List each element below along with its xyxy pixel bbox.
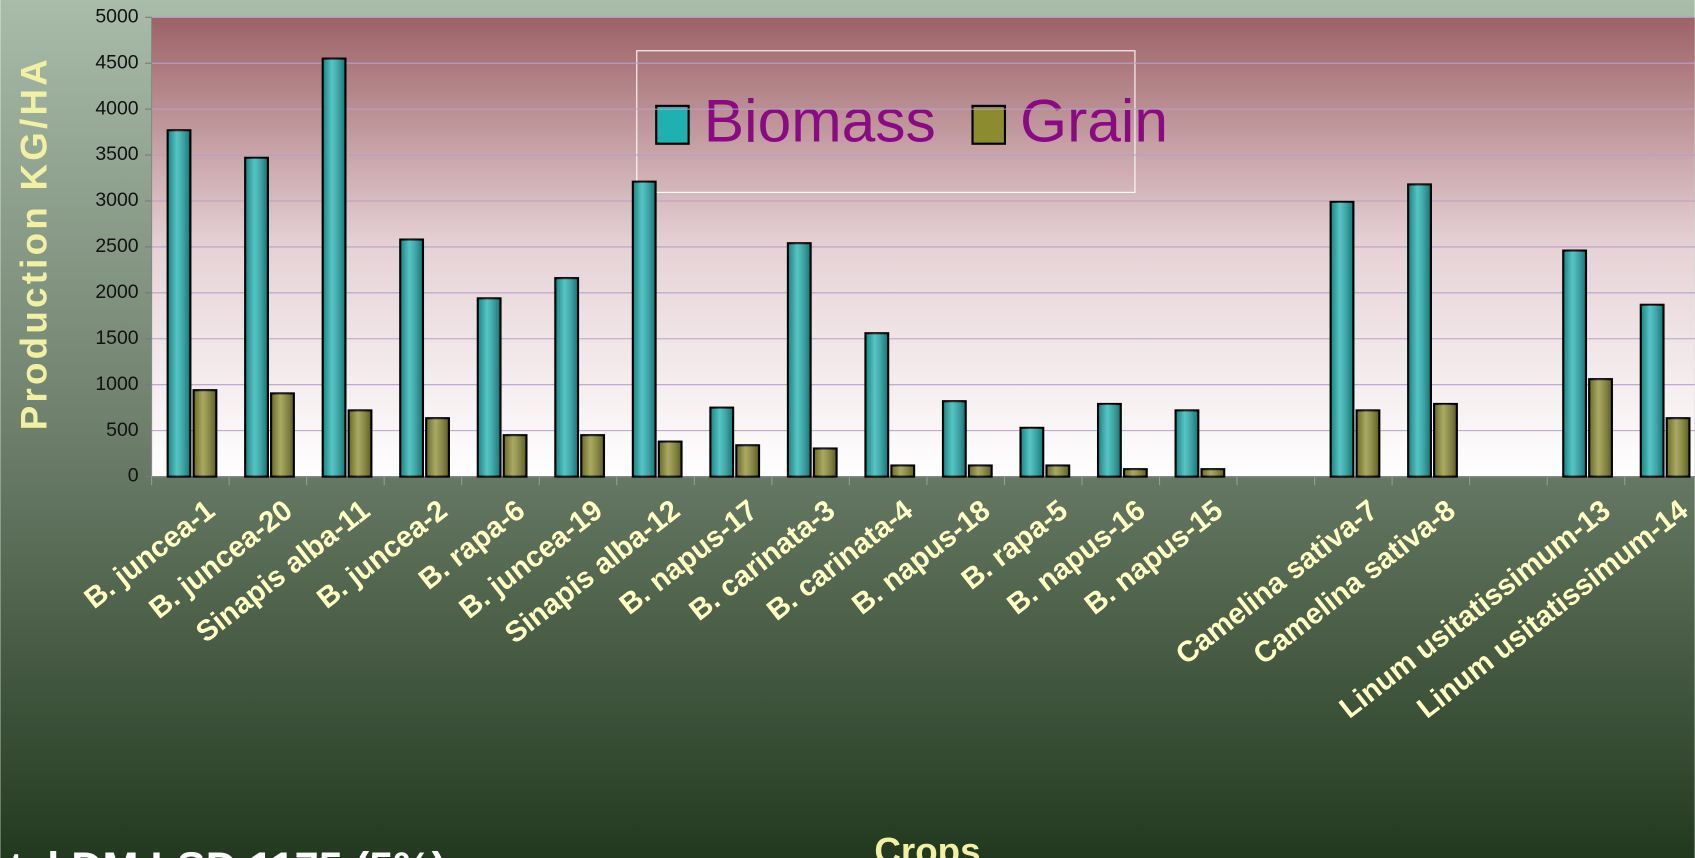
bar (580, 434, 606, 478)
y-axis-label: Production KG/HA (14, 56, 55, 430)
bar (890, 464, 916, 478)
legend-box (636, 50, 1136, 193)
bar (967, 464, 993, 478)
bar (1096, 402, 1122, 478)
annotation: Total DM LSD 1175 (5%) (0, 844, 446, 858)
bar (786, 242, 812, 478)
bar (1355, 409, 1381, 478)
bar (1200, 468, 1226, 478)
y-tick-label: 2500 (95, 235, 138, 257)
bar (166, 129, 192, 478)
y-tick-label: 1000 (95, 373, 138, 395)
y-tick-label: 4500 (95, 51, 138, 73)
bar (1562, 249, 1588, 478)
y-tick-label: 2000 (95, 281, 138, 303)
bar (812, 447, 838, 478)
y-tick-label: 3500 (95, 143, 138, 165)
y-tick-label: 0 (128, 465, 139, 487)
legend-label: Grain (1020, 86, 1168, 154)
bar (270, 392, 295, 478)
y-tick-label: 3000 (95, 189, 138, 211)
bar (631, 180, 657, 478)
bar (1122, 468, 1148, 478)
bar (709, 406, 735, 478)
bar (864, 332, 890, 478)
bar (1019, 426, 1045, 478)
bar (321, 57, 347, 478)
bar (1045, 464, 1071, 478)
bar (554, 277, 580, 478)
bar (735, 444, 761, 478)
bar (1433, 402, 1458, 478)
legend-swatch (655, 104, 690, 145)
bar (657, 440, 683, 478)
x-axis-label: Crops (874, 830, 980, 858)
bar (502, 434, 528, 478)
legend-swatch (971, 104, 1007, 145)
bar (192, 389, 218, 478)
bar (941, 400, 967, 478)
y-tick-label: 4000 (95, 97, 138, 119)
bar (1174, 409, 1200, 478)
legend: Biomass Grain (636, 50, 1168, 193)
y-tick-label: 500 (106, 419, 139, 441)
bar (1588, 378, 1613, 478)
legend-label: Biomass (704, 86, 936, 154)
y-tick-label: 1500 (95, 327, 138, 349)
bar (1639, 303, 1665, 478)
bar (1407, 183, 1432, 478)
bar (1665, 417, 1691, 478)
bar (476, 297, 502, 478)
bar (399, 238, 425, 478)
bar (1329, 200, 1355, 478)
bar (244, 156, 269, 478)
bar (347, 409, 373, 478)
bar (425, 417, 450, 478)
y-tick-label: 5000 (95, 5, 138, 27)
